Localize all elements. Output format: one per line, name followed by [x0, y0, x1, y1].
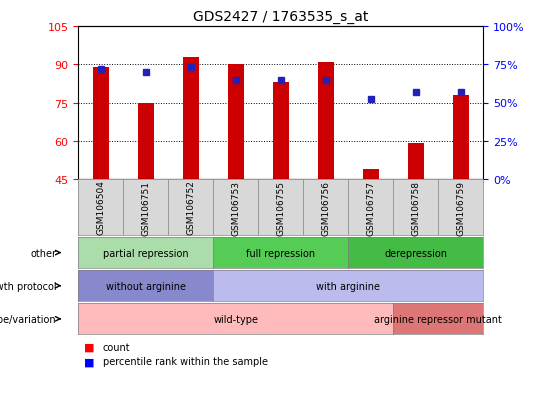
Text: growth protocol: growth protocol	[0, 281, 56, 291]
Text: percentile rank within the sample: percentile rank within the sample	[103, 356, 268, 366]
Bar	[453, 96, 469, 180]
Text: ■: ■	[84, 342, 94, 352]
Bar	[138, 103, 154, 180]
Text: derepression: derepression	[384, 248, 447, 258]
Text: full repression: full repression	[246, 248, 315, 258]
Text: GSM106759: GSM106759	[456, 180, 465, 235]
Title: GDS2427 / 1763535_s_at: GDS2427 / 1763535_s_at	[193, 10, 368, 24]
Text: genotype/variation: genotype/variation	[0, 314, 56, 324]
Text: ■: ■	[84, 356, 94, 366]
Text: arginine repressor mutant: arginine repressor mutant	[374, 314, 502, 324]
Text: GSM106758: GSM106758	[411, 180, 420, 235]
Text: GSM106752: GSM106752	[186, 180, 195, 235]
Text: GSM106757: GSM106757	[366, 180, 375, 235]
Bar	[408, 144, 424, 180]
Text: GSM106753: GSM106753	[231, 180, 240, 235]
Text: with arginine: with arginine	[316, 281, 380, 291]
Bar	[363, 169, 379, 180]
Text: wild-type: wild-type	[213, 314, 258, 324]
Text: without arginine: without arginine	[106, 281, 186, 291]
Bar	[273, 83, 289, 180]
Text: count: count	[103, 342, 130, 352]
Text: GSM106756: GSM106756	[321, 180, 330, 235]
Text: GSM106751: GSM106751	[141, 180, 150, 235]
Bar	[93, 68, 109, 180]
Text: GSM106504: GSM106504	[96, 180, 105, 235]
Text: other: other	[30, 248, 56, 258]
Text: GSM106755: GSM106755	[276, 180, 285, 235]
Bar	[228, 65, 244, 180]
Text: partial repression: partial repression	[103, 248, 188, 258]
Bar	[318, 62, 334, 180]
Bar	[183, 57, 199, 180]
